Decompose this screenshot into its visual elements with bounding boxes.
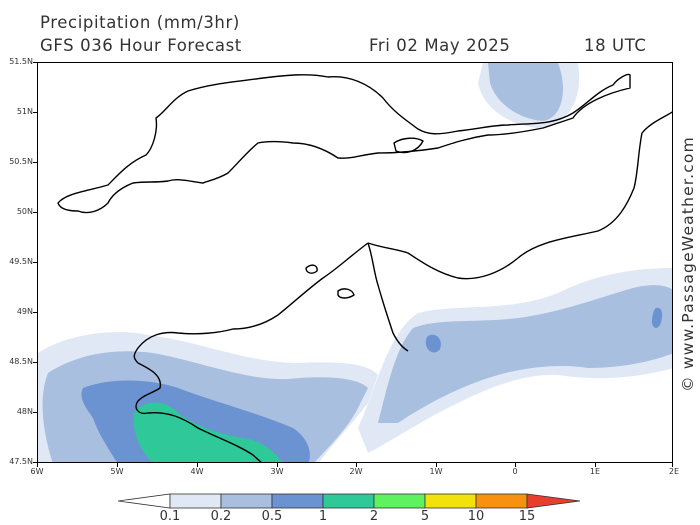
lon-label-1: 5W (110, 467, 124, 476)
colorbar-cell-0.2 (220, 493, 273, 509)
lon-label-0: 6W (30, 467, 44, 476)
lat-label-0: 51.5N (9, 57, 33, 66)
lon-label-3: 3W (270, 467, 284, 476)
map-panel (37, 62, 673, 463)
precip-heavy-spot-east (651, 307, 663, 328)
lat-tick (33, 462, 37, 463)
east-coast (367, 111, 672, 280)
isle-of-wight (393, 137, 424, 154)
lat-tick (33, 112, 37, 113)
cotentin-peninsula (367, 242, 409, 352)
colorbar-label-6: 10 (467, 509, 485, 524)
lat-tick (33, 162, 37, 163)
lon-tick (356, 463, 357, 467)
map-canvas (38, 63, 672, 462)
lon-tick (515, 463, 516, 467)
precipitation-layer (38, 63, 672, 462)
brittany-north-coast (133, 242, 369, 364)
model-run-label: GFS 036 Hour Forecast (40, 36, 242, 55)
precip-moderate-north (488, 63, 563, 121)
lon-tick (672, 463, 673, 467)
jersey-island (337, 288, 355, 299)
lat-tick (33, 412, 37, 413)
lon-label-2: 4W (190, 467, 204, 476)
brittany-west-coast (135, 362, 262, 462)
lon-label-8: 2E (668, 467, 680, 476)
colorbar-label-2: 0.5 (261, 509, 283, 524)
colorbar-cell-0.1 (169, 493, 222, 509)
lat-label-1: 51N (16, 107, 33, 116)
colorbar-cell-high-arrow (526, 493, 581, 509)
lon-tick (277, 463, 278, 467)
lat-tick (33, 212, 37, 213)
lat-tick (33, 312, 37, 313)
guernsey-island (305, 264, 318, 274)
lon-tick (37, 463, 38, 467)
lat-label-3: 50N (16, 207, 33, 216)
lat-label-6: 48.5N (9, 357, 33, 366)
colorbar-label-7: 15 (518, 509, 536, 524)
colorbar-label-5: 5 (420, 509, 430, 524)
colorbar-label-3: 1 (318, 509, 328, 524)
lat-label-5: 49N (16, 307, 33, 316)
colorbar-label-0: 0.1 (159, 509, 181, 524)
lat-tick (33, 362, 37, 363)
lon-label-7: 1E (589, 467, 601, 476)
colorbar (118, 493, 581, 509)
watermark-text: © www.PassageWeather.com (679, 136, 697, 392)
lon-tick (197, 463, 198, 467)
lon-tick (595, 463, 596, 467)
lat-tick (33, 262, 37, 263)
colorbar-cell-5 (424, 493, 477, 509)
lat-label-8: 47.5N (9, 457, 33, 466)
lon-label-4: 2W (349, 467, 363, 476)
forecast-date: Fri 02 May 2025 (369, 36, 511, 55)
lon-tick (117, 463, 118, 467)
colorbar-cell-2 (373, 493, 426, 509)
lat-label-2: 50.5N (9, 157, 33, 166)
coastline-layer (57, 73, 672, 462)
precip-heavy-spot-channel (425, 334, 441, 353)
colorbar-cell-10 (475, 493, 528, 509)
forecast-time: 18 UTC (584, 36, 647, 55)
lat-tick (33, 62, 37, 63)
colorbar-cell-low-arrow (118, 493, 171, 509)
precip-moderate-channel (378, 285, 672, 423)
map-title: Precipitation (mm/3hr) (40, 13, 240, 32)
colorbar-cell-0.5 (271, 493, 324, 509)
england-coastline (57, 73, 631, 214)
colorbar-label-1: 0.2 (210, 509, 232, 524)
lat-label-4: 49.5N (9, 257, 33, 266)
colorbar-label-4: 2 (369, 509, 379, 524)
lon-label-6: 0 (512, 467, 518, 476)
colorbar-cell-1 (322, 493, 375, 509)
lon-tick (436, 463, 437, 467)
lon-label-5: 1W (429, 467, 443, 476)
lat-label-7: 48N (16, 407, 33, 416)
